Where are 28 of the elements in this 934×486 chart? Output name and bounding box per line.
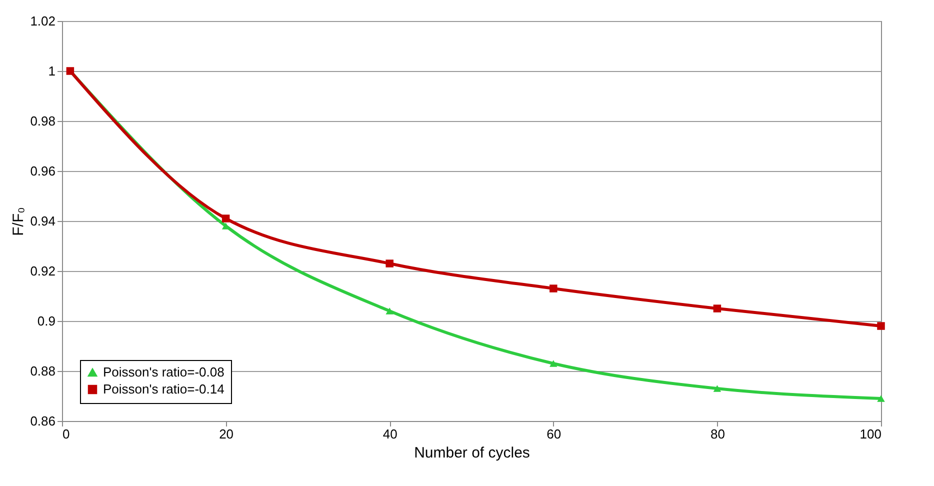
- legend-label: Poisson's ratio=-0.08: [103, 364, 224, 380]
- point: [550, 360, 558, 367]
- y-tick-label: 0.92: [30, 264, 56, 278]
- x-tick-label: 60: [546, 426, 562, 442]
- point: [386, 308, 394, 314]
- x-tick-label: 40: [382, 426, 398, 442]
- y-axis-title: F/F₀: [10, 207, 28, 236]
- y-tick-label: 0.9: [37, 314, 56, 328]
- y-tick-label: 0.86: [30, 414, 56, 428]
- y-tick-label: 0.98: [30, 114, 56, 128]
- x-tick-label: 80: [710, 426, 725, 442]
- x-tick-label: 20: [219, 426, 234, 442]
- point: [386, 260, 394, 268]
- legend-label: Poisson's ratio=-0.14: [103, 382, 224, 396]
- x-tick-label: 100: [860, 426, 882, 442]
- y-tick-label: 0.94: [30, 214, 56, 228]
- point: [713, 385, 722, 392]
- point: [877, 395, 885, 402]
- x-tick-label: 0: [62, 426, 70, 442]
- point: [713, 304, 722, 312]
- x-axis-title: Number of cycles: [414, 444, 530, 462]
- y-tick-label: 0.96: [30, 164, 56, 178]
- point: [222, 214, 230, 222]
- point: [550, 284, 558, 292]
- point: [877, 322, 885, 330]
- y-tick-label: 1.02: [30, 14, 56, 28]
- y-tick-label: 0.88: [30, 364, 56, 378]
- y-tick-label: 1: [48, 64, 56, 78]
